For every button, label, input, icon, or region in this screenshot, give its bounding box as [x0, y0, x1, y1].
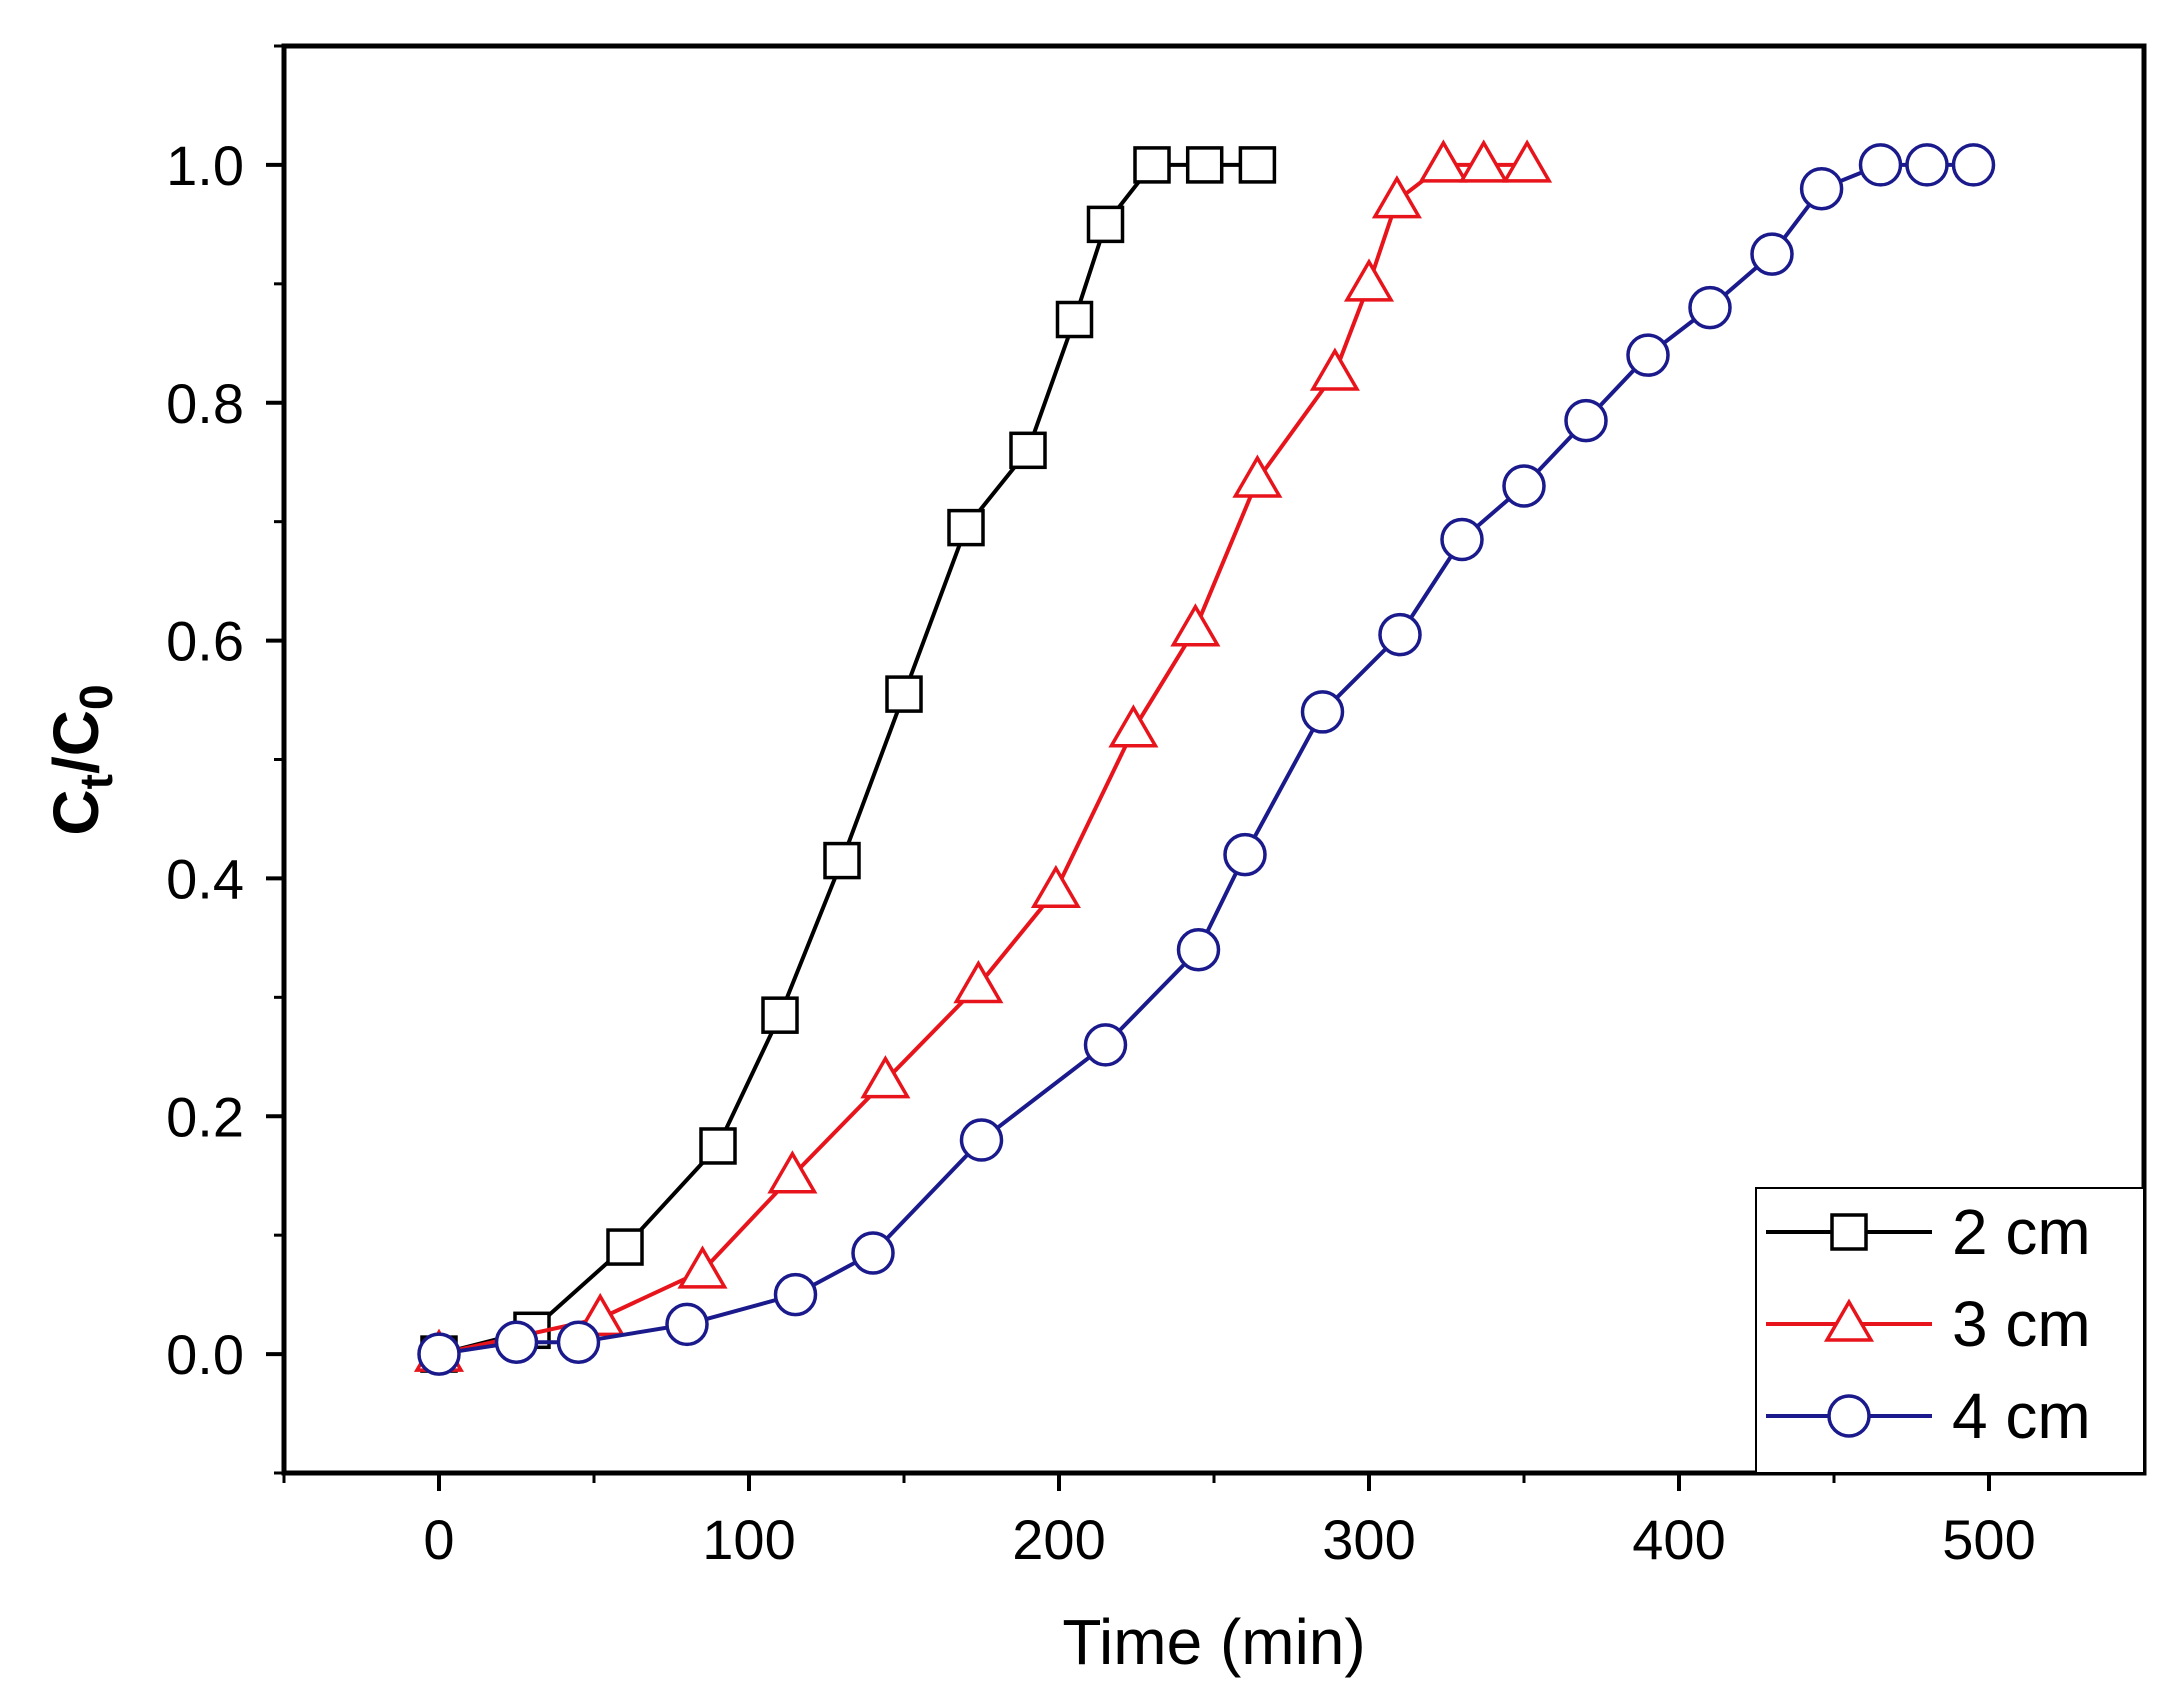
- data-point: [767, 1150, 818, 1194]
- data-point: [1688, 285, 1732, 330]
- y-tick-label: 0.0: [166, 1323, 244, 1386]
- data-point: [1905, 143, 1949, 187]
- data-point: [1030, 864, 1081, 909]
- data-point: [1343, 258, 1395, 302]
- data-point: [1309, 347, 1360, 391]
- data-point: [1502, 139, 1553, 183]
- x-tick-label: 400: [1632, 1508, 1725, 1571]
- x-tick-label: 0: [423, 1508, 454, 1571]
- data-point: [1176, 928, 1221, 972]
- y-tick-label: 0.2: [166, 1085, 244, 1148]
- y-tick-label: 0.4: [166, 847, 244, 910]
- data-point: [417, 1332, 461, 1376]
- series-4cm: [417, 143, 1996, 1376]
- data-point: [699, 1127, 737, 1165]
- data-point: [606, 1228, 644, 1266]
- data-point: [1458, 139, 1509, 183]
- legend-marker: [1830, 1213, 1868, 1251]
- data-point: [494, 1320, 539, 1364]
- legend-label: 2 cm: [1952, 1196, 2091, 1268]
- y-axis-title-sep: /C: [40, 710, 112, 774]
- y-axis-title: Ct/C0: [40, 684, 122, 835]
- legend: 2 cm 3 cm 4 cm: [1755, 1187, 2145, 1474]
- series-line: [438, 162, 1528, 1357]
- legend-label: 4 cm: [1952, 1380, 2091, 1452]
- legend-marker: [1823, 1298, 1875, 1342]
- data-point: [1223, 832, 1267, 877]
- data-point: [1418, 139, 1469, 183]
- data-point: [1083, 1023, 1128, 1067]
- data-point: [953, 959, 1004, 1004]
- x-tick-label: 500: [1942, 1508, 2035, 1571]
- data-point: [1133, 146, 1171, 184]
- data-point: [885, 675, 923, 713]
- data-point: [556, 1320, 601, 1364]
- y-tick-label: 0.8: [166, 372, 244, 435]
- data-point: [1170, 603, 1221, 647]
- x-tick-label: 300: [1322, 1508, 1415, 1571]
- data-point: [665, 1302, 709, 1347]
- x-tick-label: 200: [1012, 1508, 1105, 1571]
- y-axis-title-sub2: 0: [70, 684, 122, 710]
- data-point: [1378, 612, 1422, 657]
- data-point: [1300, 690, 1345, 734]
- data-point: [677, 1245, 728, 1289]
- data-layer: [413, 139, 1996, 1376]
- data-point: [851, 1231, 895, 1275]
- data-point: [823, 841, 861, 880]
- data-point: [1502, 464, 1546, 508]
- y-axis-title-sub1: t: [70, 774, 122, 789]
- x-tick-label: 100: [702, 1508, 795, 1571]
- y-tick-label: 0.6: [166, 610, 244, 673]
- legend-label: 3 cm: [1952, 1288, 2091, 1360]
- data-point: [1108, 704, 1159, 748]
- data-point: [1055, 300, 1094, 339]
- data-point: [1185, 146, 1224, 184]
- data-point: [959, 1118, 1004, 1162]
- legend-box: [1755, 1187, 2145, 1474]
- data-point: [1799, 166, 1844, 211]
- series-line: [438, 162, 1974, 1357]
- data-point: [761, 996, 799, 1034]
- data-point: [1440, 517, 1484, 562]
- data-point: [1232, 454, 1283, 498]
- data-point: [1858, 143, 1903, 187]
- axes-layer: 0 100 200 300 400 500 0.0 0.2 0.4 0.6 0.8 1.0: [166, 44, 2036, 1571]
- data-point: [1086, 205, 1125, 244]
- data-point: [1564, 398, 1608, 443]
- data-point: [1750, 232, 1794, 276]
- data-point: [1238, 146, 1277, 184]
- x-axis-title: Time (min): [1062, 1606, 1365, 1678]
- data-point: [1626, 333, 1670, 377]
- data-point: [1371, 175, 1422, 219]
- y-tick-label: 1.0: [166, 134, 244, 197]
- data-point: [1009, 431, 1047, 470]
- legend-marker: [1827, 1394, 1871, 1438]
- y-axis-title-main: C: [40, 789, 112, 835]
- data-point: [860, 1055, 911, 1099]
- data-point: [773, 1272, 818, 1317]
- data-point: [947, 508, 985, 547]
- data-point: [1951, 143, 1996, 187]
